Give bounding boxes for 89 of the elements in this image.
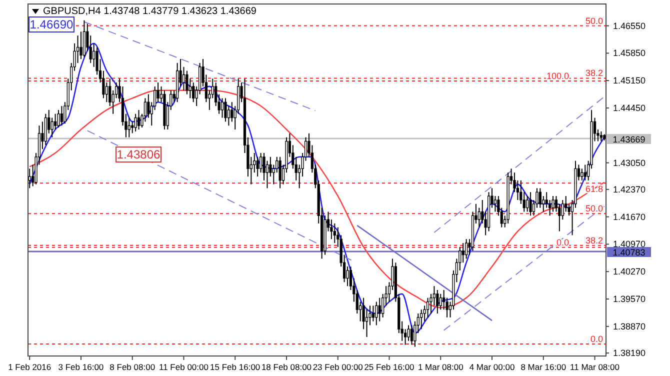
- x-tick-label: 18 Feb 08:00: [261, 362, 312, 372]
- y-tick-label: 1.45150: [613, 76, 646, 86]
- candlestick: [462, 242, 464, 264]
- x-tick-label: 8 Mar 16:00: [520, 362, 566, 372]
- candlestick: [426, 297, 430, 318]
- candlestick: [478, 207, 480, 228]
- x-tick-label: 25 Feb 16:00: [364, 362, 415, 372]
- annotation: 1.43806: [116, 148, 161, 162]
- candlestick: [182, 66, 186, 91]
- x-tick-label: 11 Mar 08:00: [570, 362, 620, 372]
- candlestick: [188, 78, 192, 99]
- ref-line-label: 1.40783: [612, 248, 646, 258]
- y-tick-label: 1.38190: [613, 348, 646, 358]
- y-tick-label: 1.40970: [613, 239, 646, 250]
- line-series: [28, 90, 606, 308]
- candlestick: [137, 109, 140, 130]
- x-tick-label: 11 Feb 00:00: [159, 362, 209, 372]
- y-tick-label: 1.46550: [613, 20, 646, 31]
- y-tick-label: 1.42370: [613, 184, 646, 194]
- annotation: 100.0: [546, 70, 569, 81]
- candlestick: [465, 238, 468, 260]
- x-tick-label: 1 Mar 08:00: [418, 362, 464, 372]
- candlestick: [494, 196, 497, 212]
- annotation: 50.0: [585, 204, 603, 214]
- candlestick: [54, 113, 57, 130]
- candlestick: [186, 70, 188, 95]
- candlestick: [128, 117, 130, 138]
- candlestick: [156, 82, 160, 103]
- annotation: 1.46690: [30, 18, 74, 32]
- chart-title: GBPUSD,H4 1.43748 1.43779 1.43623 1.43669: [43, 6, 257, 17]
- y-tick-label: 1.39570: [613, 294, 646, 304]
- candlestick: [44, 113, 47, 146]
- candlestick: [600, 130, 602, 142]
- candlestick: [266, 160, 269, 189]
- candlestick: [256, 156, 259, 177]
- y-tick-label: 1.40270: [613, 266, 646, 277]
- candlestick: [60, 106, 64, 126]
- candlestick: [230, 102, 234, 122]
- candlestick: [259, 152, 262, 174]
- candlestick: [375, 301, 378, 326]
- annotation: 38.2: [585, 235, 603, 246]
- candlestick: [220, 98, 224, 118]
- candlestick: [80, 31, 82, 60]
- candlestick: [50, 117, 54, 138]
- annotation: 50.0: [585, 16, 603, 26]
- x-tick-label: 8 Feb 08:00: [110, 362, 156, 372]
- candlestick: [224, 98, 227, 122]
- candlestick: [57, 109, 60, 128]
- candlestick: [131, 121, 134, 134]
- candlestick: [436, 290, 439, 314]
- x-tick-label: 15 Feb 16:00: [210, 362, 260, 372]
- x-tick-label: 4 Mar 00:00: [469, 362, 515, 372]
- y-tick-label: 1.38870: [613, 321, 646, 332]
- candlestick: [105, 82, 108, 103]
- candlestick: [378, 297, 381, 322]
- y-tick-label: 1.41670: [613, 212, 646, 222]
- candlestick: [278, 156, 282, 189]
- candlestick: [333, 222, 336, 244]
- candlestick: [365, 309, 368, 338]
- ref-line-label: 1.43669: [612, 134, 646, 145]
- x-tick-label: 1 Feb 2016: [8, 362, 52, 372]
- x-tick-label: 3 Feb 16:00: [58, 362, 104, 372]
- candlestick: [28, 168, 31, 189]
- candlestick: [538, 188, 542, 208]
- candlestick: [192, 82, 195, 103]
- candlestick: [92, 42, 96, 68]
- candlestick: [407, 324, 410, 342]
- candlestick: [82, 20, 86, 58]
- candlestick: [420, 309, 423, 330]
- candlestick: [552, 196, 554, 212]
- x-tick-label: 23 Feb 00:00: [312, 362, 364, 372]
- candlestick: [346, 266, 349, 287]
- candlestick: [410, 324, 414, 346]
- candlestick: [580, 168, 584, 181]
- y-tick-label: 1.45850: [613, 48, 646, 58]
- candlestick: [584, 164, 586, 181]
- candlestick: [529, 192, 532, 216]
- candlestick: [227, 106, 230, 126]
- annotation: 0.0: [590, 334, 603, 344]
- candlestick: [439, 293, 442, 310]
- candlestick: [564, 196, 568, 212]
- candlestick: [542, 196, 545, 212]
- candlestick: [134, 113, 137, 132]
- y-tick-label: 1.44450: [613, 102, 646, 113]
- candlestick: [372, 305, 375, 322]
- y-tick-label: 1.43050: [613, 158, 646, 168]
- annotation: 38.2: [585, 68, 603, 78]
- candlestick: [526, 196, 529, 212]
- annotation: 0.0: [556, 237, 569, 248]
